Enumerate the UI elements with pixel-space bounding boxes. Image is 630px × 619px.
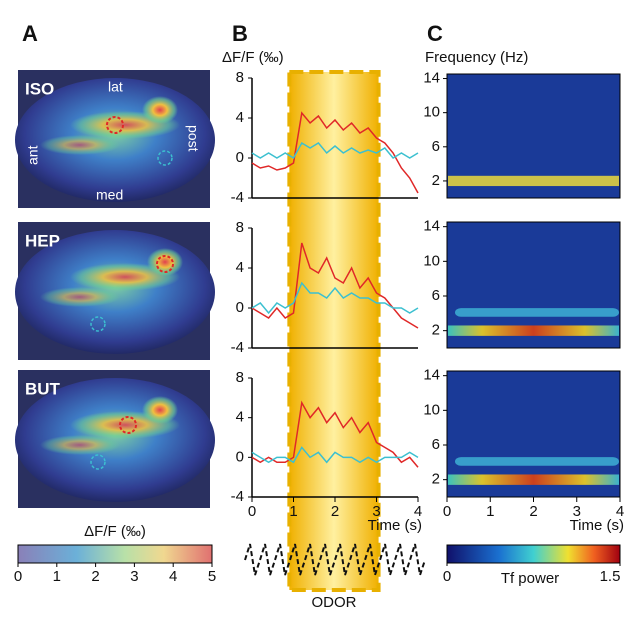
y-tick-label: 14 <box>423 218 440 235</box>
power-band <box>448 175 619 187</box>
y-tick-label: -4 <box>231 189 244 206</box>
trace <box>251 141 419 160</box>
y-tick-label: 6 <box>432 287 440 304</box>
panel-label: A <box>22 21 38 46</box>
hotspot <box>142 396 178 424</box>
colorbar-tick-label: 5 <box>208 568 216 585</box>
orient-post: post <box>185 125 201 152</box>
odor-name: ISO <box>25 79 54 98</box>
hotspot <box>40 135 120 155</box>
orient-ant: ant <box>25 145 41 165</box>
roi-red <box>106 116 124 134</box>
colorbar-tick-label: 4 <box>169 568 177 585</box>
y-tick-label: 0 <box>236 448 244 465</box>
y-axis-label: Frequency (Hz) <box>425 49 528 66</box>
y-tick-label: 4 <box>236 409 244 426</box>
trace <box>251 281 419 315</box>
trace <box>251 446 419 464</box>
colorbar-title: ΔF/F (‰) <box>84 523 146 540</box>
x-tick-label: 1 <box>486 503 494 520</box>
orient-med: med <box>96 187 123 203</box>
y-tick-label: 10 <box>423 252 440 269</box>
x-tick-label: 0 <box>248 503 256 520</box>
odor-name: HEP <box>25 231 60 250</box>
x-tick-label: 3 <box>372 503 380 520</box>
x-tick-label: 4 <box>616 503 624 520</box>
y-tick-label: 2 <box>432 322 440 339</box>
y-tick-label: 8 <box>236 219 244 236</box>
power-band <box>448 325 619 336</box>
y-tick-label: 4 <box>236 259 244 276</box>
y-tick-label: 0 <box>236 149 244 166</box>
y-tick-label: 4 <box>236 109 244 126</box>
x-tick-label: 1 <box>289 503 297 520</box>
roi-red <box>119 416 137 434</box>
roi-cyan <box>90 316 106 332</box>
y-tick-label: 6 <box>432 138 440 155</box>
colorbar-tick-label: 1 <box>53 568 61 585</box>
trace <box>251 242 419 329</box>
y-tick-label: 2 <box>432 471 440 488</box>
colorbar-tick-label: 0 <box>14 568 22 585</box>
orient-lat: lat <box>108 79 123 95</box>
y-axis-label: ΔF/F (‰) <box>222 49 284 66</box>
x-axis-label: Time (s) <box>570 517 624 534</box>
x-tick-label: 0 <box>443 503 451 520</box>
y-tick-label: 8 <box>236 369 244 386</box>
panel-a: ISO HEP BUT lat med ant post ΔF/F (‰) 0 1 2 3 4 5 <box>14 70 216 585</box>
colorbar-tick-label: 2 <box>91 568 99 585</box>
y-tick-label: 14 <box>423 367 440 384</box>
colorbar-tick-label: 0 <box>443 568 451 585</box>
hotspot <box>40 287 120 307</box>
y-tick-label: -4 <box>231 339 244 356</box>
y-tick-label: -4 <box>231 488 244 505</box>
panel-label: C <box>427 21 443 46</box>
x-tick-label: 3 <box>573 503 581 520</box>
y-tick-label: 6 <box>432 436 440 453</box>
y-tick-label: 2 <box>432 172 440 189</box>
roi-cyan <box>157 150 173 166</box>
roi-cyan <box>90 454 106 470</box>
x-tick-label: 2 <box>529 503 537 520</box>
y-tick-label: 0 <box>236 299 244 316</box>
colorbar-tick-label: 3 <box>130 568 138 585</box>
colorbar-tick-label: 1.5 <box>600 568 621 585</box>
colorbar <box>446 544 621 564</box>
power-band <box>448 474 619 485</box>
hotspot <box>147 248 183 276</box>
hotspot <box>40 435 120 455</box>
y-tick-label: 10 <box>423 401 440 418</box>
power-band <box>455 308 619 317</box>
roi-red <box>156 255 174 273</box>
trace <box>251 400 419 468</box>
y-tick-label: 10 <box>423 104 440 121</box>
y-tick-label: 14 <box>423 70 440 87</box>
trace <box>251 111 419 194</box>
y-tick-label: 8 <box>236 69 244 86</box>
colorbar-title: Tf power <box>501 570 559 587</box>
x-tick-label: 4 <box>414 503 422 520</box>
hotspot <box>142 96 178 124</box>
power-band <box>455 457 619 466</box>
x-tick-label: 2 <box>331 503 339 520</box>
panel-c: Frequency (Hz) 2 6 10 14 2 6 10 14 2 6 10 14 0 1 2 3 4Tim… <box>423 49 624 587</box>
x-axis-label: Time (s) <box>368 517 422 534</box>
colorbar <box>17 544 213 564</box>
panel-label: B <box>232 21 248 46</box>
odor-name: BUT <box>25 379 61 398</box>
odor-label: ODOR <box>311 594 356 611</box>
odor-window <box>287 70 381 592</box>
